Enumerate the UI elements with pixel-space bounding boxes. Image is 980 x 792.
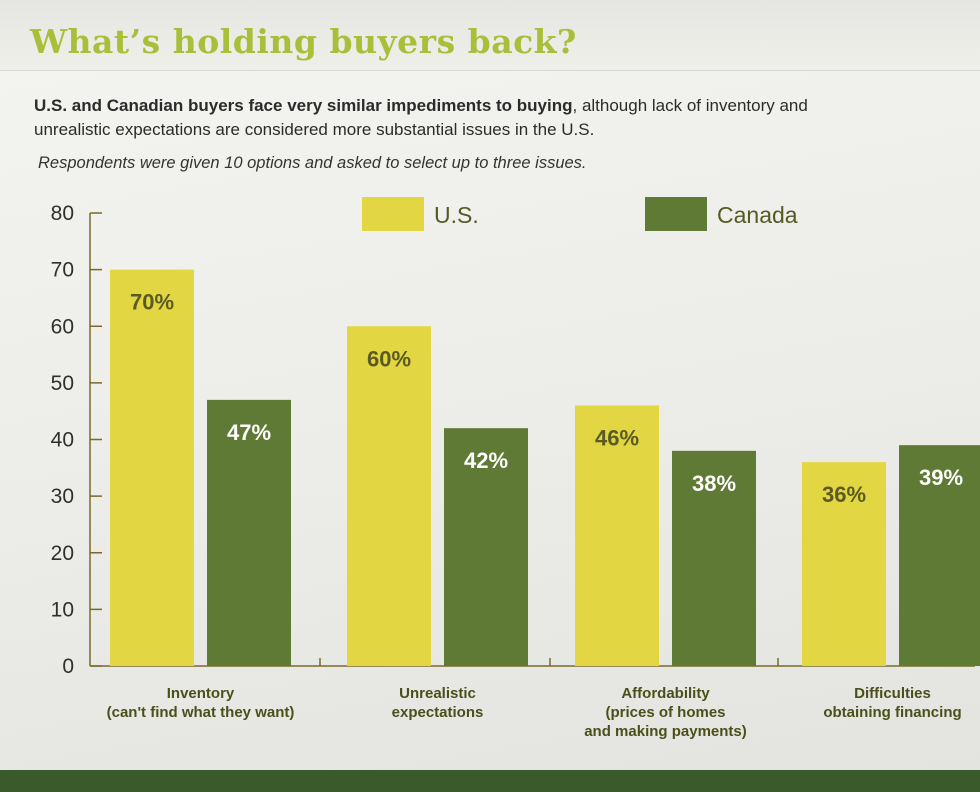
category-label-3-line-0: Difficulties [854, 685, 931, 702]
bar-label-canada-1: 42% [464, 448, 508, 473]
bar-canada-3 [899, 445, 980, 666]
legend-canada-swatch [645, 197, 707, 231]
legend-us-swatch [362, 197, 424, 231]
bar-label-us-0: 70% [130, 290, 174, 315]
category-label-0-line-0: Inventory [167, 685, 235, 702]
category-label-2-line-0: Affordability [621, 685, 710, 702]
bar-label-canada-0: 47% [227, 420, 271, 445]
category-label-0-line-1: (can't find what they want) [107, 704, 295, 721]
bar-canada-1 [444, 428, 528, 666]
y-tick-label-20: 20 [51, 542, 74, 565]
bar-canada-0 [207, 399, 291, 666]
survey-note: Respondents were given 10 options and as… [38, 154, 587, 172]
category-label-2-line-1: (prices of homes [605, 704, 725, 721]
bar-label-us-2: 46% [595, 426, 639, 451]
y-tick-label-40: 40 [51, 429, 74, 452]
y-tick-label-0: 0 [62, 655, 74, 678]
y-tick-label-80: 80 [51, 202, 74, 225]
y-tick-label-60: 60 [51, 315, 74, 338]
category-label-2-line-2: and making payments) [584, 723, 747, 740]
bar-canada-2 [672, 450, 756, 666]
bar-us-3 [802, 462, 886, 666]
deck-bold: U.S. and Canadian buyers face very simil… [34, 96, 573, 115]
bar-us-0 [110, 269, 194, 666]
headline: What’s holding buyers back? [30, 22, 577, 61]
y-tick-label-70: 70 [51, 259, 74, 282]
paper-fold [0, 0, 980, 71]
bar-label-canada-2: 38% [692, 471, 736, 496]
legend-us-label: U.S. [434, 202, 479, 228]
bar-us-2 [575, 405, 659, 666]
bar-label-canada-3: 39% [919, 465, 963, 490]
category-label-1-line-0: Unrealistic [399, 685, 476, 702]
bar-chart: 0 10 20 30 40 50 60 70 80 70% 60% 46% 36% 47% 42% 38% 39… [51, 197, 980, 740]
y-tick-label-50: 50 [51, 372, 74, 395]
y-tick-label-30: 30 [51, 485, 74, 508]
legend-canada-label: Canada [717, 202, 798, 228]
bar-label-us-3: 36% [822, 482, 866, 507]
category-label-1-line-1: expectations [392, 704, 484, 721]
bar-label-us-1: 60% [367, 346, 411, 371]
bar-us-1 [347, 326, 431, 666]
deck-rest: , although lack of inventory and unreali… [34, 96, 808, 139]
deck-text: U.S. and Canadian buyers face very simil… [34, 94, 834, 142]
y-tick-label-10: 10 [51, 598, 74, 621]
category-label-3-line-1: obtaining financing [823, 704, 961, 721]
